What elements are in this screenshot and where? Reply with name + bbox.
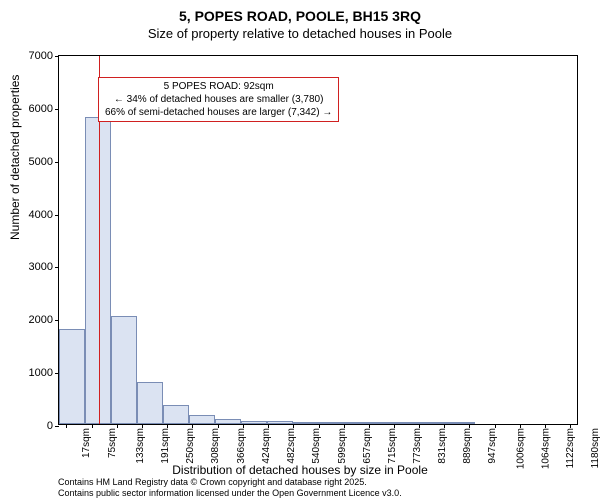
y-tick-label: 4000 [29, 209, 53, 221]
x-tick-label: 773sqm [412, 428, 423, 464]
x-tick-label: 424sqm [261, 428, 272, 464]
y-tick-mark [55, 320, 59, 321]
x-tick-label: 947sqm [487, 428, 498, 464]
y-tick-label: 7000 [29, 50, 53, 62]
x-tick-label: 889sqm [462, 428, 473, 464]
chart-footer: Contains HM Land Registry data © Crown c… [58, 477, 402, 499]
histogram-bar [423, 422, 449, 424]
histogram-bar [345, 422, 371, 424]
y-tick-label: 2000 [29, 314, 53, 326]
x-tick-label: 250sqm [185, 428, 196, 464]
x-tick-label: 599sqm [336, 428, 347, 464]
x-axis-label: Distribution of detached houses by size … [0, 463, 600, 477]
y-tick-mark [55, 109, 59, 110]
x-tick-label: 308sqm [210, 428, 221, 464]
histogram-bar [59, 329, 85, 424]
x-tick-mark [66, 424, 67, 428]
x-tick-mark [545, 424, 546, 428]
histogram-bar [215, 419, 241, 424]
histogram-bar [137, 382, 163, 424]
histogram-bar [319, 422, 345, 424]
x-tick-label: 17sqm [81, 428, 92, 458]
annotation-line-1: 5 POPES ROAD: 92sqm [105, 80, 332, 93]
y-tick-label: 6000 [29, 103, 53, 115]
x-tick-label: 366sqm [235, 428, 246, 464]
x-tick-mark [444, 424, 445, 428]
x-tick-mark [142, 424, 143, 428]
annotation-line-2: ← 34% of detached houses are smaller (3,… [105, 93, 332, 106]
x-tick-mark [394, 424, 395, 428]
annotation-callout: 5 POPES ROAD: 92sqm← 34% of detached hou… [98, 77, 339, 122]
histogram-bar [397, 422, 423, 424]
y-tick-label: 1000 [29, 367, 53, 379]
x-tick-label: 540sqm [311, 428, 322, 464]
chart-title: 5, POPES ROAD, POOLE, BH15 3RQ [0, 8, 600, 24]
x-tick-mark [469, 424, 470, 428]
histogram-bar [293, 422, 319, 424]
histogram-bar [241, 421, 267, 424]
x-tick-label: 482sqm [286, 428, 297, 464]
histogram-bar [189, 415, 215, 424]
x-tick-label: 133sqm [134, 428, 145, 464]
y-tick-mark [55, 162, 59, 163]
x-tick-mark [243, 424, 244, 428]
footer-line-2: Contains public sector information licen… [58, 488, 402, 499]
y-axis-label: Number of detached properties [8, 75, 22, 240]
x-tick-mark [218, 424, 219, 428]
x-tick-mark [495, 424, 496, 428]
histogram-bar [371, 422, 397, 424]
y-tick-mark [55, 215, 59, 216]
x-tick-label: 657sqm [361, 428, 372, 464]
x-tick-mark [92, 424, 93, 428]
x-tick-label: 831sqm [437, 428, 448, 464]
y-tick-mark [55, 56, 59, 57]
x-tick-mark [344, 424, 345, 428]
footer-line-1: Contains HM Land Registry data © Crown c… [58, 477, 402, 488]
x-tick-mark [369, 424, 370, 428]
histogram-bar [449, 422, 475, 424]
histogram-bar [267, 421, 293, 424]
x-tick-label: 75sqm [107, 428, 118, 458]
x-tick-mark [268, 424, 269, 428]
x-tick-label: 191sqm [160, 428, 171, 464]
x-tick-mark [293, 424, 294, 428]
chart-subtitle: Size of property relative to detached ho… [0, 26, 600, 41]
y-tick-label: 0 [47, 420, 53, 432]
histogram-bar [111, 316, 137, 424]
x-tick-mark [192, 424, 193, 428]
x-tick-mark [117, 424, 118, 428]
x-tick-label: 715sqm [387, 428, 398, 464]
x-tick-mark [570, 424, 571, 428]
annotation-line-3: 66% of semi-detached houses are larger (… [105, 106, 332, 119]
x-tick-mark [167, 424, 168, 428]
x-tick-mark [520, 424, 521, 428]
x-tick-mark [319, 424, 320, 428]
x-tick-mark [419, 424, 420, 428]
chart-plot-area: 0100020003000400050006000700017sqm75sqm1… [58, 55, 578, 425]
y-tick-label: 3000 [29, 261, 53, 273]
y-tick-mark [55, 267, 59, 268]
y-tick-mark [55, 426, 59, 427]
histogram-bar [163, 405, 189, 424]
y-tick-label: 5000 [29, 156, 53, 168]
